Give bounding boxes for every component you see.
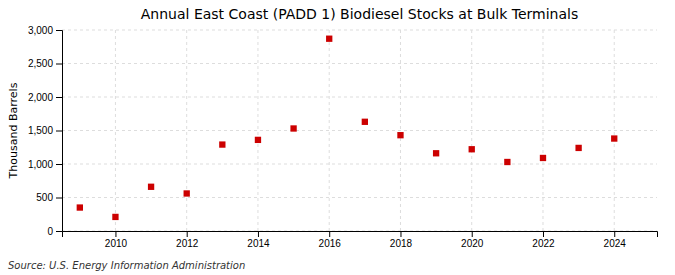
y-axis-label: Thousand Barrels <box>7 82 20 179</box>
y-tick-label: 1,000 <box>28 159 53 170</box>
y-tick: 2,000 <box>28 92 62 103</box>
y-tick-label: 500 <box>36 192 53 203</box>
plot: 2010 2012 2014 2016 2018 2020 2022 2024 0 500 1,00… <box>28 25 658 249</box>
y-tick-mark <box>56 198 62 199</box>
x-tick-mark <box>472 231 473 237</box>
point <box>504 159 510 165</box>
x-tick: 2012 <box>176 231 199 249</box>
grid-line-y <box>62 97 657 98</box>
x-tick-mark <box>115 231 116 237</box>
x-tick-mark <box>400 231 401 237</box>
point <box>184 190 190 196</box>
y-tick-mark <box>56 97 62 98</box>
x-tick: 2024 <box>604 231 627 249</box>
y-tick-label: 0 <box>47 226 53 237</box>
grid-line-y <box>62 30 657 31</box>
y-tick: 500 <box>36 192 62 203</box>
x-tick-mark <box>258 231 259 237</box>
y-tick-mark <box>56 30 62 31</box>
point <box>326 36 332 42</box>
grid-line-y <box>62 130 657 131</box>
x-tick: 2020 <box>461 231 484 249</box>
x-axis: 2010 2012 2014 2016 2018 2020 2022 2024 <box>63 231 658 249</box>
point <box>77 204 83 210</box>
point <box>540 155 546 161</box>
x-tick-label: 2022 <box>532 238 555 249</box>
points <box>77 36 618 221</box>
grid-line-x <box>257 30 258 231</box>
point <box>219 141 225 147</box>
y-axis: 0 500 1,000 1,500 2,000 2,500 3,000 <box>28 25 63 237</box>
point <box>362 119 368 125</box>
title: Annual East Coast (PADD 1) Biodiesel Sto… <box>141 6 578 22</box>
y-tick: 2,500 <box>28 58 62 69</box>
point <box>575 145 581 151</box>
point <box>290 125 296 131</box>
y-tick-mark <box>56 164 62 165</box>
x-tick-label: 2014 <box>247 238 270 249</box>
x-tick-label: 2012 <box>176 238 199 249</box>
point <box>469 146 475 152</box>
x-tick: 2018 <box>390 231 413 249</box>
point <box>112 214 118 220</box>
y-axis-line <box>56 31 63 232</box>
x-tick-mark <box>543 231 544 237</box>
x-tick: 2022 <box>532 231 555 249</box>
y-tick: 0 <box>47 226 62 237</box>
grid <box>62 30 657 231</box>
y-tick: 1,000 <box>28 159 62 170</box>
grid-line-x <box>186 30 187 231</box>
source: Source: U.S. Energy Information Administ… <box>8 260 245 271</box>
chart: 2010 2012 2014 2016 2018 2020 2022 2024 0 500 1,00… <box>0 0 675 275</box>
x-tick-mark <box>614 231 615 237</box>
y-tick-mark <box>56 231 62 232</box>
point <box>433 150 439 156</box>
point <box>611 135 617 141</box>
x-tick-mark <box>329 231 330 237</box>
x-tick: 2014 <box>247 231 270 249</box>
y-tick-label: 1,500 <box>28 125 53 136</box>
x-tick-label: 2010 <box>105 238 128 249</box>
y-tick-mark <box>56 131 62 132</box>
y-tick-label: 2,500 <box>28 58 53 69</box>
grid-line-y <box>62 197 657 198</box>
grid-line-x <box>115 30 116 231</box>
x-tick-mark <box>187 231 188 237</box>
point <box>255 137 261 143</box>
x-tick-label: 2020 <box>461 238 484 249</box>
point <box>148 184 154 190</box>
x-tick-label: 2018 <box>390 238 413 249</box>
grid-line-y <box>62 164 657 165</box>
x-axis-line <box>63 232 658 238</box>
y-tick-label: 2,000 <box>28 92 53 103</box>
grid-line-y <box>62 63 657 64</box>
x-tick: 2010 <box>105 231 128 249</box>
y-tick-label: 3,000 <box>28 25 53 36</box>
point <box>397 132 403 138</box>
y-tick-mark <box>56 64 62 65</box>
x-tick-label: 2024 <box>604 238 627 249</box>
y-tick: 3,000 <box>28 25 62 36</box>
y-tick: 1,500 <box>28 125 62 136</box>
x-tick-label: 2016 <box>319 238 342 249</box>
x-tick: 2016 <box>319 231 342 249</box>
